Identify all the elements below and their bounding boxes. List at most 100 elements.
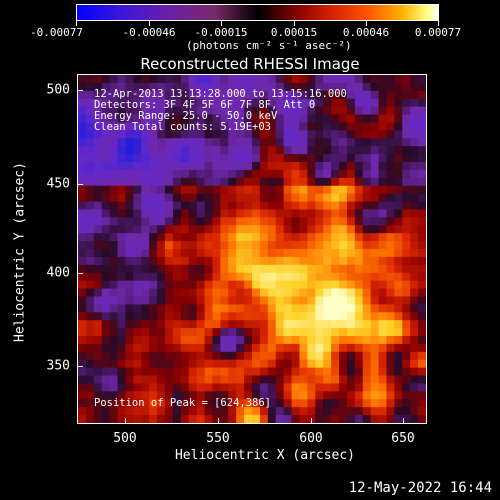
heatmap-cell (172, 328, 182, 337)
heatmap-cell (252, 130, 261, 139)
heatmap-cell (354, 122, 364, 131)
heatmap-cell (157, 343, 166, 353)
heatmap-cell (157, 383, 166, 392)
heatmap-cell (85, 399, 95, 408)
heatmap-cell (402, 98, 411, 108)
heatmap-cell (165, 122, 174, 131)
heatmap-cell (315, 256, 324, 266)
heatmap-cell (362, 367, 372, 377)
heatmap-cell (125, 75, 134, 84)
heatmap-cell (204, 98, 214, 108)
heatmap-cell (299, 336, 308, 345)
heatmap-cell (394, 288, 403, 298)
y-tickmark (77, 90, 83, 91)
heatmap-cell (370, 193, 380, 203)
heatmap-cell (244, 367, 253, 377)
heatmap-cell (125, 296, 134, 305)
heatmap-cell (133, 328, 142, 337)
heatmap-cell (259, 288, 269, 298)
heatmap-cell (394, 75, 403, 84)
heatmap-cell (149, 351, 158, 361)
heatmap-cell (418, 233, 426, 242)
heatmap-cell (188, 296, 198, 305)
heatmap-cell (394, 264, 403, 274)
heatmap-cell (331, 288, 340, 298)
heatmap-cell (275, 241, 285, 250)
heatmap-cell (331, 241, 340, 250)
heatmap-cell (386, 209, 395, 218)
heatmap-cell (244, 359, 253, 369)
heatmap-cell (267, 225, 277, 234)
heatmap-cell (307, 130, 316, 139)
heatmap-cell (172, 217, 182, 226)
heatmap-cell (141, 336, 150, 345)
heatmap-cell (244, 225, 253, 234)
heatmap-cell (418, 383, 426, 392)
heatmap-cell (180, 343, 190, 353)
heatmap-cell (109, 328, 119, 337)
heatmap-cell (133, 375, 142, 385)
heatmap-cell (339, 241, 348, 250)
heatmap-cell (125, 351, 134, 361)
heatmap-cell (362, 391, 372, 400)
heatmap-cell (78, 328, 87, 337)
x-axis-label: Heliocentric X (arcsec) (174, 448, 355, 463)
heatmap-cell (212, 225, 221, 234)
heatmap-cell (307, 343, 316, 353)
heatmap-cell (125, 162, 134, 171)
heatmap-cell (315, 130, 324, 139)
heatmap-cell (133, 336, 142, 345)
heatmap-cell (386, 415, 395, 423)
heatmap-cell (149, 249, 158, 258)
heatmap-cell (149, 407, 158, 416)
heatmap-cell (133, 217, 142, 226)
heatmap-cell (378, 162, 388, 171)
heatmap-cell (346, 328, 356, 337)
heatmap-cell (180, 249, 190, 258)
heatmap-cell (236, 383, 245, 392)
x-tickmark (311, 418, 312, 424)
heatmap-cell (180, 98, 190, 108)
heatmap-cell (78, 288, 87, 298)
heatmap-cell (252, 256, 261, 266)
heatmap-cell (220, 312, 229, 321)
heatmap-cell (394, 177, 403, 187)
heatmap-cell (299, 162, 308, 171)
heatmap-cell (93, 146, 103, 155)
heatmap-cell (101, 343, 111, 353)
heatmap-cell (331, 130, 340, 139)
heatmap-cell (275, 249, 285, 258)
heatmap-cell (109, 98, 119, 108)
heatmap-cell (165, 209, 174, 218)
heatmap-cell (299, 233, 308, 242)
heatmap-cell (410, 328, 419, 337)
heatmap-cell (172, 312, 182, 321)
heatmap-cell (378, 359, 388, 369)
heatmap-cell (93, 217, 103, 226)
heatmap-cell (386, 272, 395, 282)
heatmap-cell (125, 391, 134, 400)
heatmap-cell (315, 241, 324, 250)
heatmap-cell (275, 193, 285, 203)
heatmap-cell (133, 122, 142, 131)
heatmap-cell (165, 280, 174, 290)
heatmap-cell (410, 193, 419, 203)
heatmap-cell (339, 256, 348, 266)
heatmap-cell (93, 343, 103, 353)
heatmap-cell (149, 336, 158, 345)
heatmap-cell (323, 169, 332, 179)
heatmap-cell (275, 343, 285, 353)
heatmap-cell (259, 130, 269, 139)
annotation-energy: Energy Range: 25.0 - 50.0 keV (94, 110, 278, 122)
heatmap-cell (172, 98, 182, 108)
heatmap-cell (307, 241, 316, 250)
heatmap-cell (204, 169, 214, 179)
heatmap-cell (394, 106, 403, 116)
heatmap-cell (299, 185, 308, 195)
heatmap-cell (394, 114, 403, 124)
heatmap-cell (165, 114, 174, 124)
heatmap-cell (196, 138, 206, 147)
heatmap-cell (180, 296, 190, 305)
heatmap-cell (402, 138, 411, 147)
heatmap-cell (252, 201, 261, 211)
